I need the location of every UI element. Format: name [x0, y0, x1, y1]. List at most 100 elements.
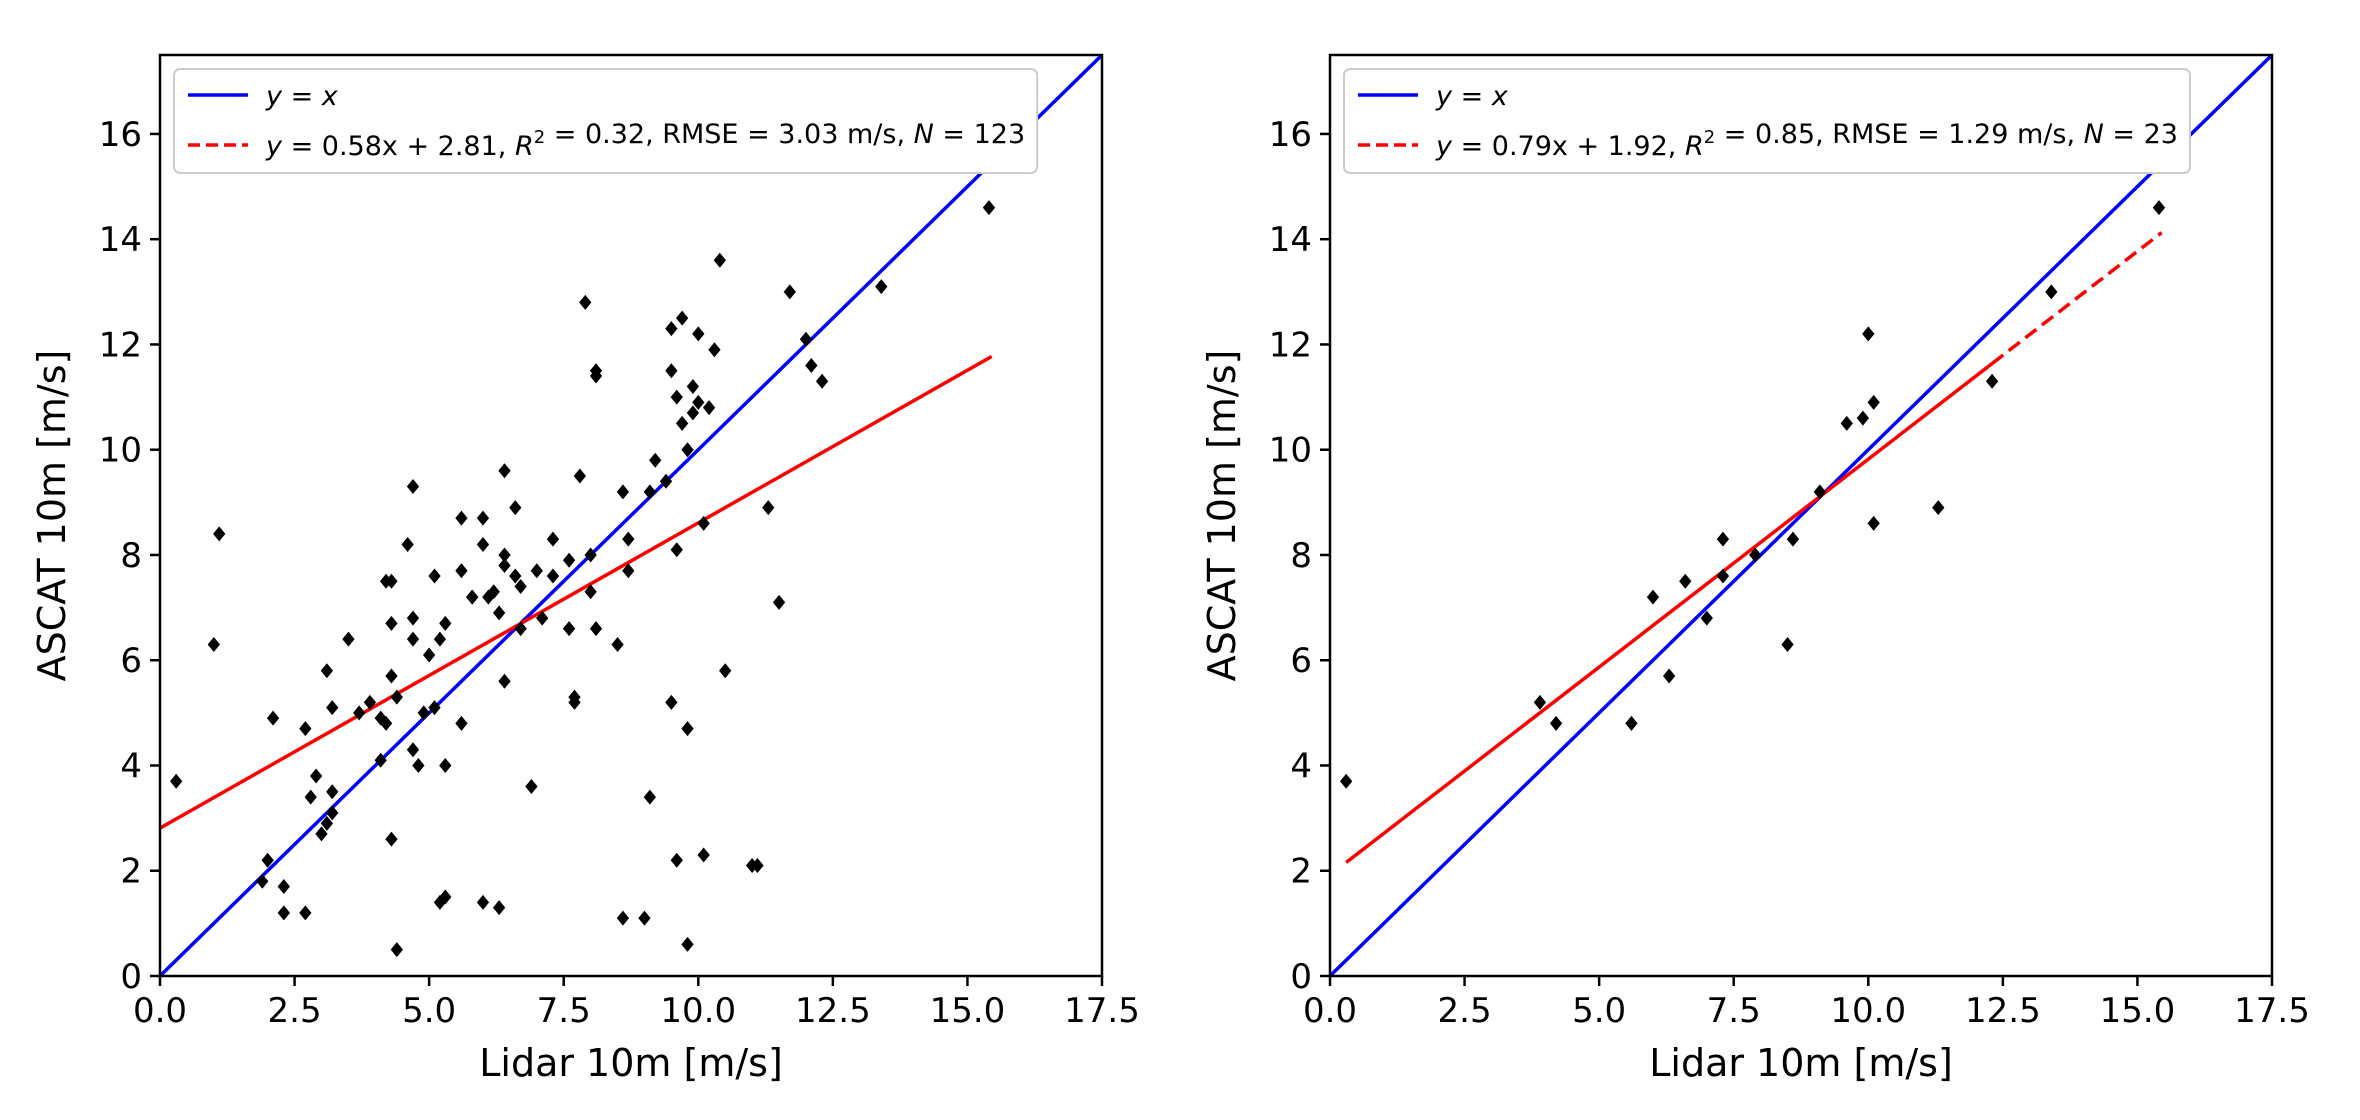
data-point	[751, 857, 764, 873]
data-point	[299, 721, 312, 737]
data-point	[616, 910, 630, 926]
data-point	[326, 805, 339, 821]
fit-line	[160, 354, 993, 830]
legend-entry-label: y = 0.58x + 2.81, R2 = 0.32, RMSE = 3.03…	[265, 119, 1025, 162]
y-tick-label: 0	[120, 957, 142, 997]
data-point	[406, 610, 420, 626]
data-point	[363, 694, 377, 710]
x-tick-label: 15.0	[2100, 991, 2176, 1031]
data-point	[686, 405, 700, 421]
legend: y = x y = 0.79x + 1.92, R2 = 0.85, RMSE =…	[1343, 68, 2191, 174]
data-point	[439, 615, 452, 631]
data-point	[681, 936, 694, 952]
data-point	[772, 594, 786, 610]
x-tick-label: 5.0	[402, 991, 456, 1031]
data-point	[1679, 573, 1692, 589]
y-tick-label: 16	[99, 115, 142, 155]
x-tick-label: 15.0	[930, 991, 1006, 1031]
data-point	[433, 894, 447, 910]
data-point	[455, 563, 468, 579]
data-point	[492, 900, 506, 916]
y-tick-label: 0	[1290, 957, 1312, 997]
data-point	[692, 326, 705, 342]
data-point	[498, 673, 511, 689]
y-tick-label: 14	[1269, 220, 1312, 260]
data-point	[562, 552, 576, 568]
data-point	[417, 705, 430, 721]
data-point	[670, 389, 683, 405]
data-point	[659, 473, 673, 489]
data-point	[708, 342, 721, 358]
y-tick-label: 6	[120, 641, 142, 681]
x-tick-label: 10.0	[1830, 991, 1906, 1031]
data-point	[379, 715, 393, 731]
data-point	[675, 310, 689, 326]
data-point	[2045, 284, 2058, 300]
y-tick-label: 4	[120, 746, 142, 786]
data-point	[374, 710, 387, 726]
data-point	[665, 363, 678, 379]
data-point	[719, 663, 732, 679]
data-point	[525, 779, 538, 795]
data-point	[2152, 200, 2166, 216]
y-tick-label: 10	[99, 431, 142, 471]
fit-line-solid	[1345, 362, 1994, 864]
plot-frame	[158, 53, 1104, 978]
y-tick-label: 2	[1290, 852, 1312, 892]
data-point	[616, 484, 630, 500]
data-point	[665, 321, 678, 337]
plot-frame	[1328, 53, 2274, 978]
data-point	[815, 373, 829, 389]
data-point	[649, 452, 662, 468]
data-point	[982, 200, 996, 216]
data-point	[589, 363, 603, 379]
x-tick-label: 17.5	[1064, 991, 1140, 1031]
data-point	[374, 752, 387, 768]
data-point	[213, 526, 226, 542]
data-point	[476, 894, 490, 910]
data-point	[568, 689, 581, 705]
data-point	[342, 631, 355, 647]
y-tick-label: 8	[120, 536, 142, 576]
data-point	[611, 636, 624, 652]
data-point	[686, 379, 700, 395]
data-point	[1625, 715, 1638, 731]
data-point	[1749, 547, 1762, 563]
data-point	[546, 531, 560, 547]
data-point	[1840, 415, 1853, 431]
data-point	[439, 757, 452, 773]
y-tick-label: 8	[1290, 536, 1312, 576]
data-point	[299, 905, 312, 921]
data-point	[675, 415, 689, 431]
data-point	[304, 789, 317, 805]
data-point	[476, 510, 490, 526]
data-point	[412, 757, 425, 773]
data-point	[514, 579, 527, 595]
data-point	[1813, 484, 1826, 500]
data-point	[487, 584, 500, 600]
fit-line-dashed	[1991, 231, 2163, 365]
data-point	[390, 689, 403, 705]
data-point	[579, 294, 592, 310]
y-tick-label: 14	[99, 220, 142, 260]
identity-line	[160, 55, 1102, 976]
data-point	[1867, 515, 1880, 531]
data-point	[1646, 589, 1660, 605]
y-tick-label: 2	[120, 852, 142, 892]
data-point	[805, 358, 818, 374]
data-point	[799, 331, 813, 347]
y-tick-label: 10	[1269, 431, 1312, 471]
data-point	[589, 621, 603, 637]
data-point	[514, 621, 527, 637]
data-point	[1786, 531, 1800, 547]
data-point	[546, 568, 560, 584]
data-point	[692, 394, 705, 410]
data-point	[326, 784, 339, 800]
data-point	[466, 589, 479, 605]
data-point	[266, 710, 280, 726]
data-point	[309, 768, 323, 784]
data-point	[1662, 668, 1676, 684]
data-point	[681, 442, 694, 458]
legend-entry-label: y = x	[265, 81, 339, 112]
